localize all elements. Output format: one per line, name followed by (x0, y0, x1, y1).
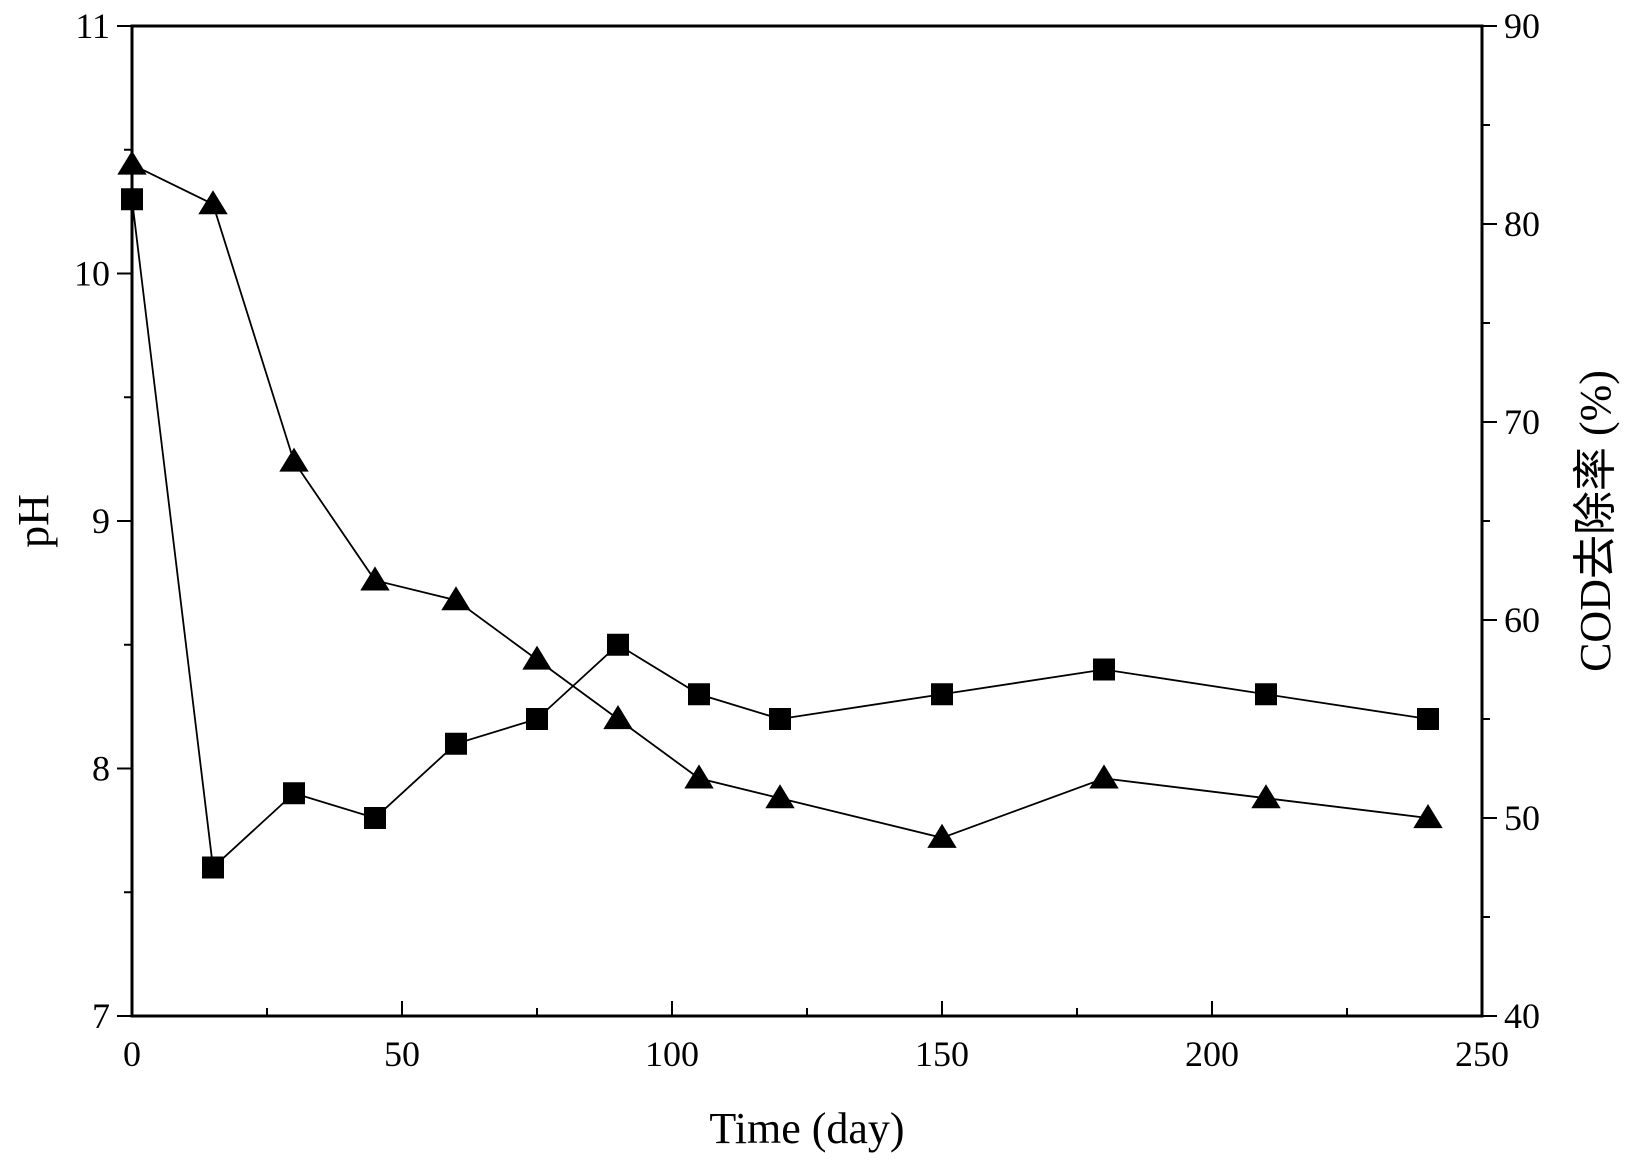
square-marker (769, 708, 791, 730)
triangle-marker (603, 705, 633, 730)
x-tick-label: 150 (915, 1034, 969, 1074)
square-marker (688, 683, 710, 706)
x-tick-label: 250 (1455, 1034, 1509, 1074)
square-marker (607, 633, 629, 656)
series-lines (131, 163, 1429, 870)
triangle-marker (684, 764, 714, 789)
square-marker (121, 188, 143, 211)
x-tick-label: 200 (1185, 1034, 1239, 1074)
square-marker (445, 732, 467, 755)
y-right-tick-label: 80 (1504, 204, 1540, 244)
square-marker (526, 708, 548, 730)
square-marker (931, 683, 953, 706)
y-right-tick-label: 90 (1504, 6, 1540, 46)
series-line-square (131, 199, 1429, 870)
triangle-marker (441, 586, 471, 611)
y-axis-title-right: COD去除率 (%) (1571, 370, 1620, 672)
y-right-tick-label: 40 (1504, 996, 1540, 1036)
axis-tick-labels: 0 50 100 150 200 250 7 8 9 10 11 40 50 60 70 80 90 (74, 6, 1540, 1074)
y-right-tick-label: 70 (1504, 402, 1540, 442)
x-tick-label: 100 (645, 1034, 699, 1074)
y-left-tick-label: 9 (92, 501, 110, 541)
y-right-tick-label: 50 (1504, 798, 1540, 838)
series-line-triangle (131, 163, 1429, 839)
triangle-marker (279, 447, 309, 472)
triangle-marker (522, 645, 552, 670)
triangle-marker (927, 823, 957, 848)
square-marker (283, 782, 305, 805)
x-axis-title: Time (day) (709, 1104, 904, 1153)
y-left-tick-label: 8 (92, 749, 110, 789)
triangle-marker (1089, 764, 1119, 789)
square-marker (1255, 683, 1277, 706)
x-tick-label: 0 (123, 1034, 141, 1074)
triangle-marker (765, 784, 795, 809)
square-marker (364, 807, 386, 829)
series-markers (117, 150, 1443, 879)
triangle-marker (1251, 784, 1281, 809)
triangle-marker (1413, 804, 1443, 829)
square-marker (202, 856, 224, 879)
square-marker (1093, 658, 1115, 681)
triangle-marker (117, 150, 147, 175)
axis-ticks (117, 25, 1497, 1017)
y-right-tick-label: 60 (1504, 600, 1540, 640)
x-tick-label: 50 (384, 1034, 420, 1074)
triangle-marker (198, 190, 228, 215)
y-axis-title-left: pH (9, 494, 58, 548)
y-left-tick-label: 11 (75, 6, 110, 46)
triangle-marker (360, 566, 390, 591)
y-left-tick-label: 7 (92, 996, 110, 1036)
y-left-tick-label: 10 (74, 254, 110, 294)
square-marker (1417, 708, 1439, 730)
